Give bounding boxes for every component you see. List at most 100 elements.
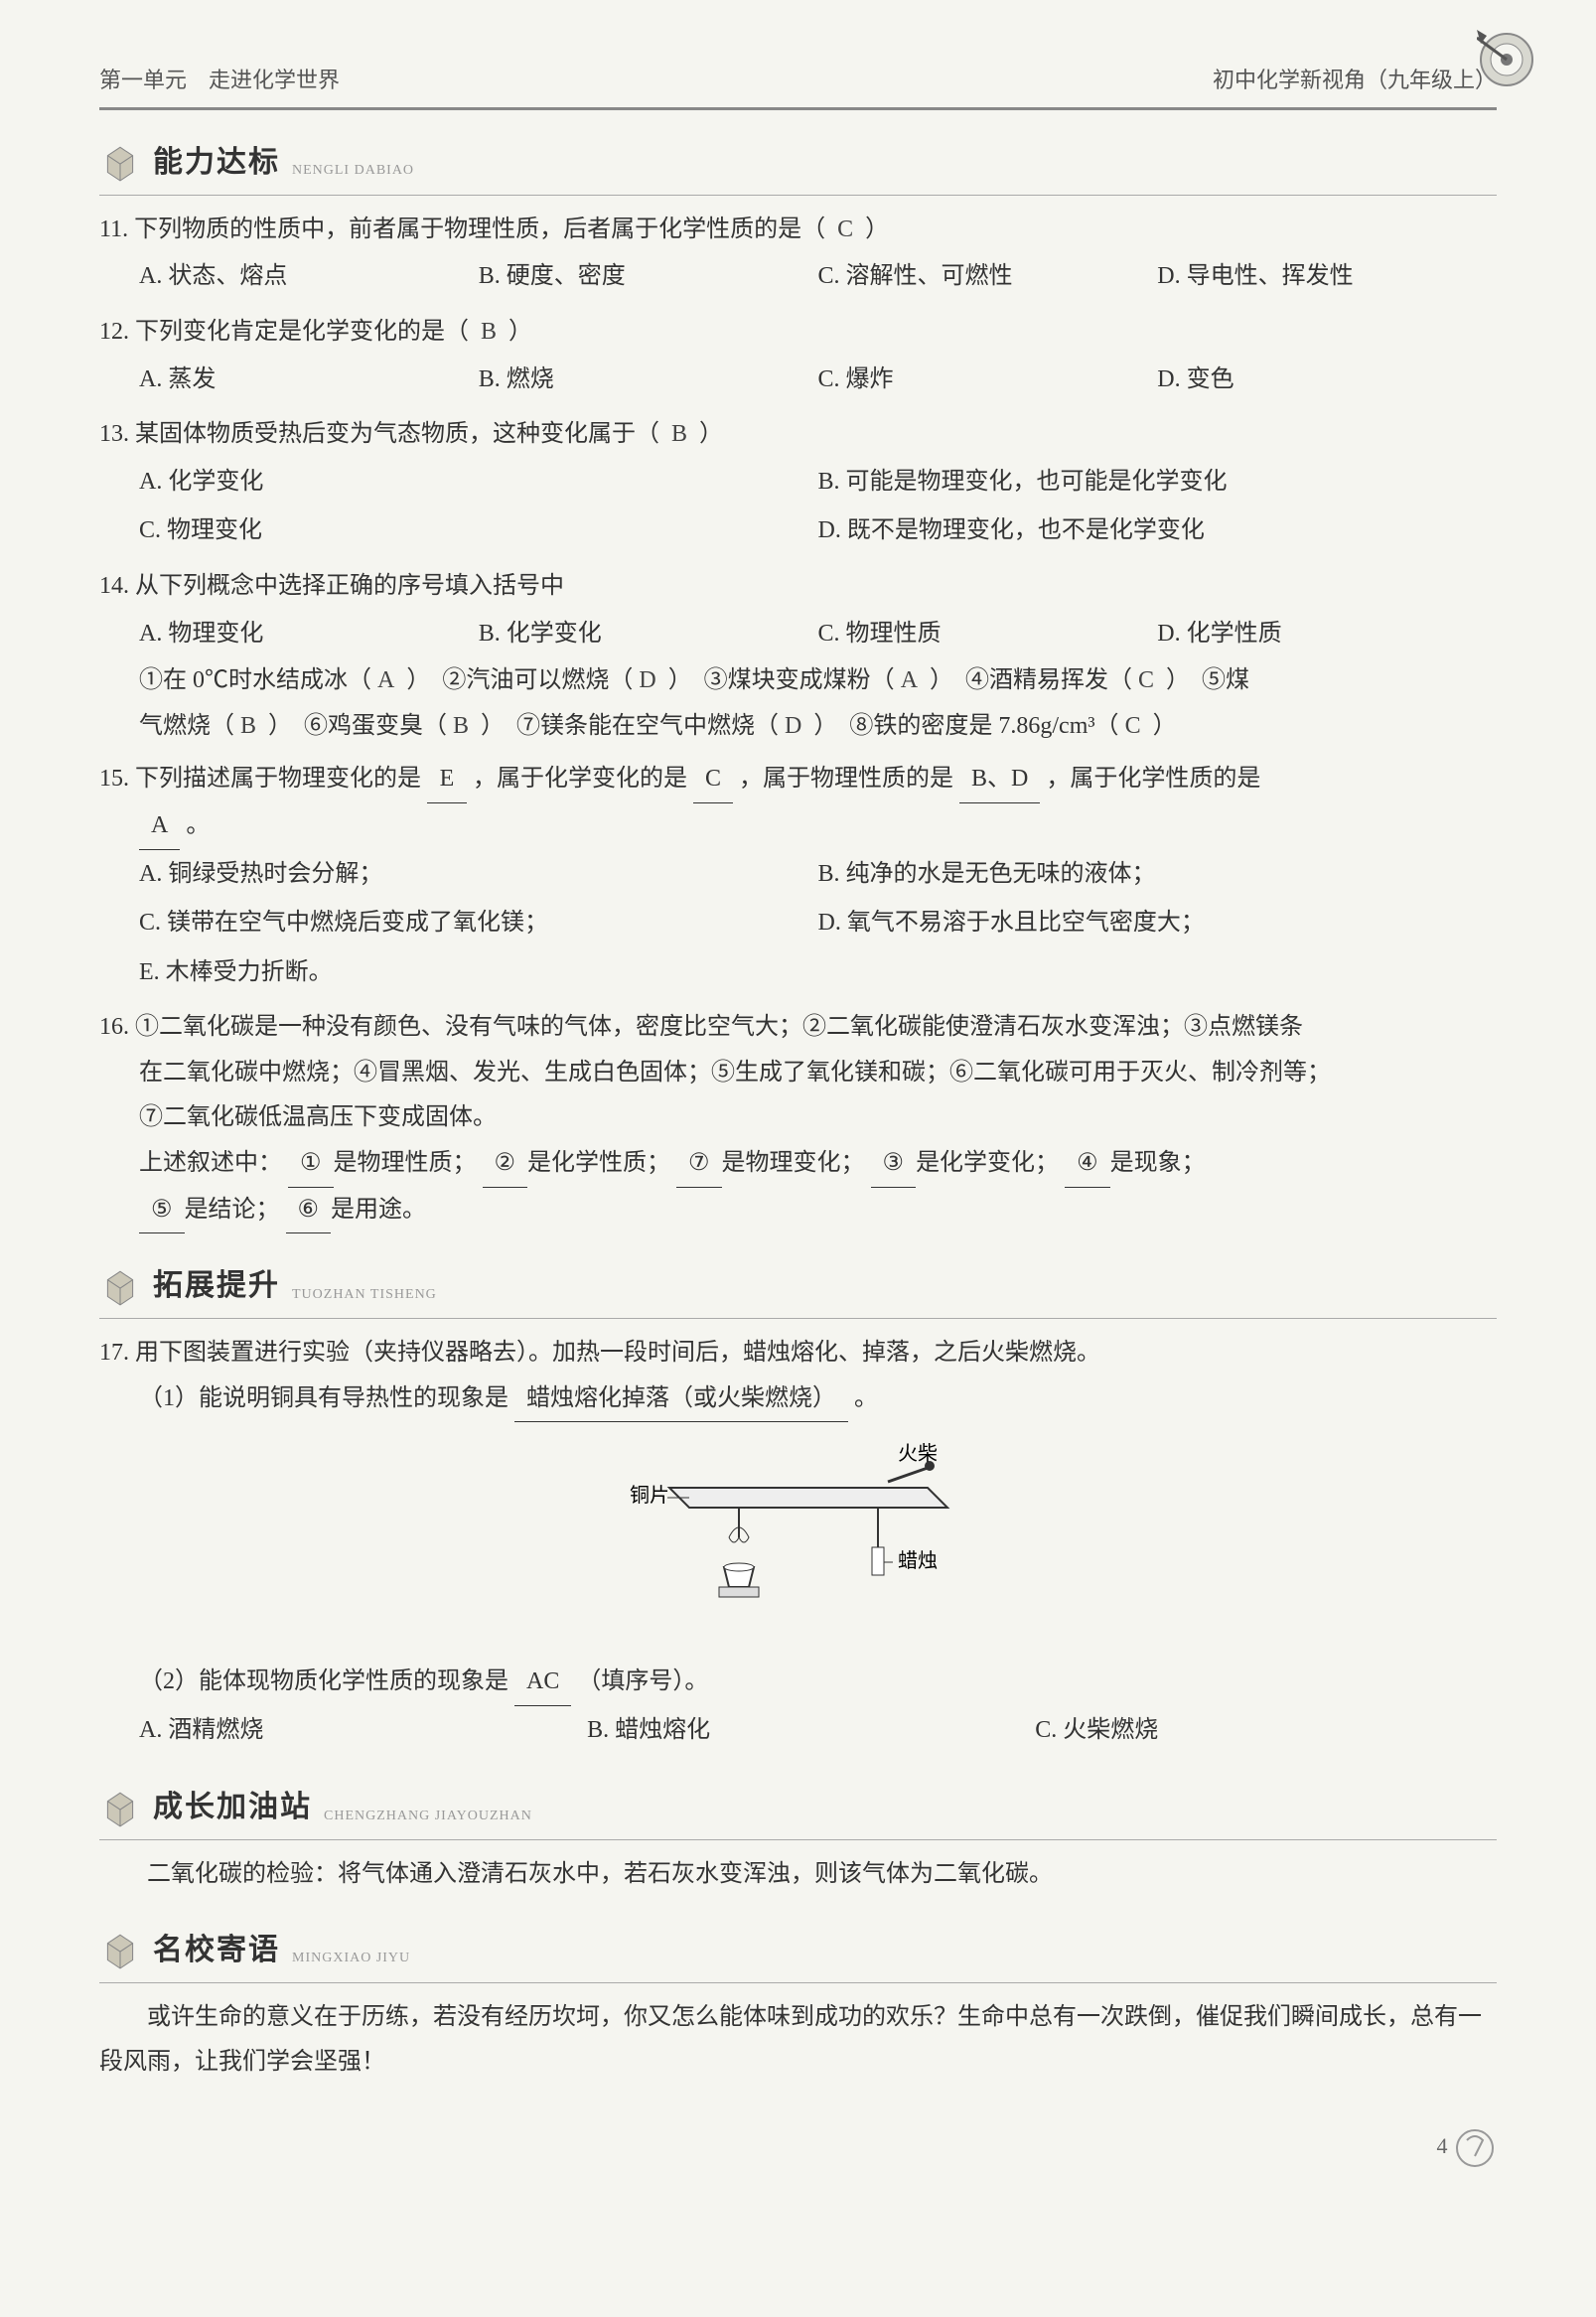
page-number: 4 bbox=[1437, 2133, 1448, 2158]
q15-a1: E bbox=[427, 757, 467, 803]
label-match: 火柴 bbox=[898, 1442, 938, 1465]
q14-opt-d: D. 化学性质 bbox=[1157, 610, 1497, 659]
question-14: 14. 从下列概念中选择正确的序号填入括号中 A. 物理变化 B. 化学变化 C… bbox=[99, 564, 1497, 749]
section-ability: 能力达标 NENGLI DABIAO bbox=[99, 134, 1497, 196]
page-header: 第一单元 走进化学世界 初中化学新视角（九年级上） bbox=[99, 60, 1497, 110]
q16-b5: ④ bbox=[1065, 1141, 1110, 1188]
q11-opt-d: D. 导电性、挥发性 bbox=[1157, 252, 1497, 302]
q15-p4: ，属于化学性质的是 bbox=[1046, 766, 1260, 792]
header-left: 第一单元 走进化学世界 bbox=[99, 60, 340, 101]
q13-opt-d: D. 既不是物理变化，也不是化学变化 bbox=[818, 507, 1498, 556]
dart-icon bbox=[1477, 30, 1536, 89]
q12-options: A. 蒸发 B. 燃烧 C. 爆炸 D. 变色 bbox=[139, 356, 1497, 405]
q13-answer: B bbox=[665, 421, 693, 447]
q14-a2: D bbox=[633, 667, 661, 693]
q12-opt-d: D. 变色 bbox=[1157, 356, 1497, 405]
cube-icon bbox=[99, 1929, 141, 1970]
header-right: 初中化学新视角（九年级上） bbox=[1213, 60, 1497, 101]
q14-fill-line2: 气燃烧（B ） ⑥鸡蛋变臭（B ） ⑦镁条能在空气中燃烧（D ） ⑧铁的密度是 … bbox=[139, 704, 1497, 750]
q15-p2: ，属于化学变化的是 bbox=[473, 766, 687, 792]
paperclip-icon bbox=[1453, 2126, 1497, 2170]
q16-b1: ① bbox=[288, 1141, 334, 1188]
section-pinyin: CHENGZHANG JIAYOUZHAN bbox=[324, 1804, 532, 1830]
q17-sub1: （1）能说明铜具有导热性的现象是 蜡烛熔化掉落（或火柴燃烧） 。 bbox=[139, 1376, 1497, 1423]
section-school: 名校寄语 MINGXIAO JIYU bbox=[99, 1922, 1497, 1983]
section-growth: 成长加油站 CHENGZHANG JIAYOUZHAN bbox=[99, 1779, 1497, 1840]
q14-a6: B bbox=[447, 713, 475, 739]
q16-line3: ⑦二氧化碳低温高压下变成固体。 bbox=[139, 1095, 1497, 1141]
q11-answer: C bbox=[831, 217, 859, 242]
section-title: 名校寄语 bbox=[153, 1922, 280, 1978]
q15-opt-e: E. 木棒受力折断。 bbox=[139, 948, 818, 998]
q17-sub2-answer: AC bbox=[514, 1660, 571, 1706]
page-number-area: 4 bbox=[99, 2125, 1497, 2170]
question-12: 12. 下列变化肯定是化学变化的是（ B ） A. 蒸发 B. 燃烧 C. 爆炸… bbox=[99, 310, 1497, 404]
q17-opt-c: C. 火柴燃烧 bbox=[1035, 1706, 1483, 1756]
q16-summary2: ⑤是结论； ⑥是用途。 bbox=[139, 1188, 1497, 1234]
q14-opt-c: C. 物理性质 bbox=[818, 610, 1158, 659]
q16-b2: ② bbox=[483, 1141, 528, 1188]
section-title: 能力达标 bbox=[153, 134, 280, 191]
q16-summary: 上述叙述中： ①是物理性质； ②是化学性质； ⑦是物理变化； ③是化学变化； ④… bbox=[139, 1141, 1497, 1188]
q16-line1: 16. ①二氧化碳是一种没有颜色、没有气味的气体，密度比空气大；②二氧化碳能使澄… bbox=[99, 1005, 1497, 1051]
q15-a3: B、D bbox=[959, 757, 1040, 803]
section-title: 拓展提升 bbox=[153, 1257, 280, 1314]
q14-a1: A bbox=[371, 667, 400, 693]
cube-icon bbox=[99, 141, 141, 183]
q13-opt-b: B. 可能是物理变化，也可能是化学变化 bbox=[818, 458, 1498, 507]
q14-a3: A bbox=[895, 667, 924, 693]
q12-answer: B bbox=[475, 319, 503, 345]
q15-opt-d: D. 氧气不易溶于水且比空气密度大； bbox=[818, 899, 1498, 948]
question-15: 15. 下列描述属于物理变化的是 E ，属于化学变化的是 C ，属于物理性质的是… bbox=[99, 757, 1497, 997]
q15-opt-c: C. 镁带在空气中燃烧后变成了氧化镁； bbox=[139, 899, 818, 948]
section-pinyin: TUOZHAN TISHENG bbox=[292, 1282, 437, 1309]
q15-a4: A bbox=[139, 803, 180, 850]
q16-b7: ⑥ bbox=[286, 1188, 332, 1234]
experiment-diagram: 火柴 铜片 蜡烛 bbox=[99, 1438, 1497, 1644]
q14-a5: B bbox=[234, 713, 262, 739]
cube-icon bbox=[99, 1787, 141, 1828]
school-text: 或许生命的意义在于历练，若没有经历坎坷，你又怎么能体味到成功的欢乐？生命中总有一… bbox=[99, 1995, 1497, 2086]
q15-opt-b: B. 纯净的水是无色无味的液体； bbox=[818, 850, 1498, 900]
q17-sub1-answer: 蜡烛熔化掉落（或火柴燃烧） bbox=[514, 1376, 848, 1423]
q11-opt-c: C. 溶解性、可燃性 bbox=[818, 252, 1158, 302]
q14-opt-b: B. 化学变化 bbox=[479, 610, 818, 659]
section-title: 成长加油站 bbox=[153, 1779, 312, 1835]
q12-opt-b: B. 燃烧 bbox=[479, 356, 818, 405]
question-13: 13. 某固体物质受热后变为气态物质，这种变化属于（ B ） A. 化学变化 B… bbox=[99, 412, 1497, 556]
q13-options: A. 化学变化 B. 可能是物理变化，也可能是化学变化 C. 物理变化 D. 既… bbox=[139, 458, 1497, 556]
q14-a7: D bbox=[779, 713, 807, 739]
q11-text: 11. 下列物质的性质中，前者属于物理性质，后者属于化学性质的是（ bbox=[99, 217, 825, 242]
q15-p3: ，属于物理性质的是 bbox=[739, 766, 953, 792]
question-17: 17. 用下图装置进行实验（夹持仪器略去）。加热一段时间后，蜡烛熔化、掉落，之后… bbox=[99, 1331, 1497, 1755]
q15-p1: 15. 下列描述属于物理变化的是 bbox=[99, 766, 421, 792]
q11-tail: ） bbox=[865, 217, 889, 242]
q14-a8: C bbox=[1119, 713, 1147, 739]
q17-opt-a: A. 酒精燃烧 bbox=[139, 1706, 587, 1756]
q13-opt-a: A. 化学变化 bbox=[139, 458, 818, 507]
section-pinyin: MINGXIAO JIYU bbox=[292, 1946, 410, 1972]
q17-options: A. 酒精燃烧 B. 蜡烛熔化 C. 火柴燃烧 bbox=[139, 1706, 1497, 1756]
question-11: 11. 下列物质的性质中，前者属于物理性质，后者属于化学性质的是（ C ） A.… bbox=[99, 208, 1497, 302]
q17-opt-b: B. 蜡烛熔化 bbox=[587, 1706, 1035, 1756]
q17-text: 17. 用下图装置进行实验（夹持仪器略去）。加热一段时间后，蜡烛熔化、掉落，之后… bbox=[99, 1331, 1497, 1376]
cube-icon bbox=[99, 1265, 141, 1307]
q11-opt-b: B. 硬度、密度 bbox=[479, 252, 818, 302]
q12-opt-a: A. 蒸发 bbox=[139, 356, 479, 405]
q14-fill-line1: ①在 0℃时水结成冰（A ） ②汽油可以燃烧（D ） ③煤块变成煤粉（A ） ④… bbox=[139, 658, 1497, 704]
q13-opt-c: C. 物理变化 bbox=[139, 507, 818, 556]
question-16: 16. ①二氧化碳是一种没有颜色、没有气味的气体，密度比空气大；②二氧化碳能使澄… bbox=[99, 1005, 1497, 1233]
q13-text: 13. 某固体物质受热后变为气态物质，这种变化属于（ bbox=[99, 421, 659, 447]
q17-sub2: （2）能体现物质化学性质的现象是 AC （填序号）。 bbox=[139, 1660, 1497, 1706]
q14-a4: C bbox=[1132, 667, 1160, 693]
q11-opt-a: A. 状态、熔点 bbox=[139, 252, 479, 302]
q12-text: 12. 下列变化肯定是化学变化的是（ bbox=[99, 319, 469, 345]
growth-text: 二氧化碳的检验：将气体通入澄清石灰水中，若石灰水变浑浊，则该气体为二氧化碳。 bbox=[99, 1852, 1497, 1898]
q12-opt-c: C. 爆炸 bbox=[818, 356, 1158, 405]
q15-opt-a: A. 铜绿受热时会分解； bbox=[139, 850, 818, 900]
q11-options: A. 状态、熔点 B. 硬度、密度 C. 溶解性、可燃性 D. 导电性、挥发性 bbox=[139, 252, 1497, 302]
q15-options: A. 铜绿受热时会分解； B. 纯净的水是无色无味的液体； C. 镁带在空气中燃… bbox=[139, 850, 1497, 998]
q14-opt-a: A. 物理变化 bbox=[139, 610, 479, 659]
q16-b4: ③ bbox=[871, 1141, 917, 1188]
q16-b6: ⑤ bbox=[139, 1188, 185, 1234]
